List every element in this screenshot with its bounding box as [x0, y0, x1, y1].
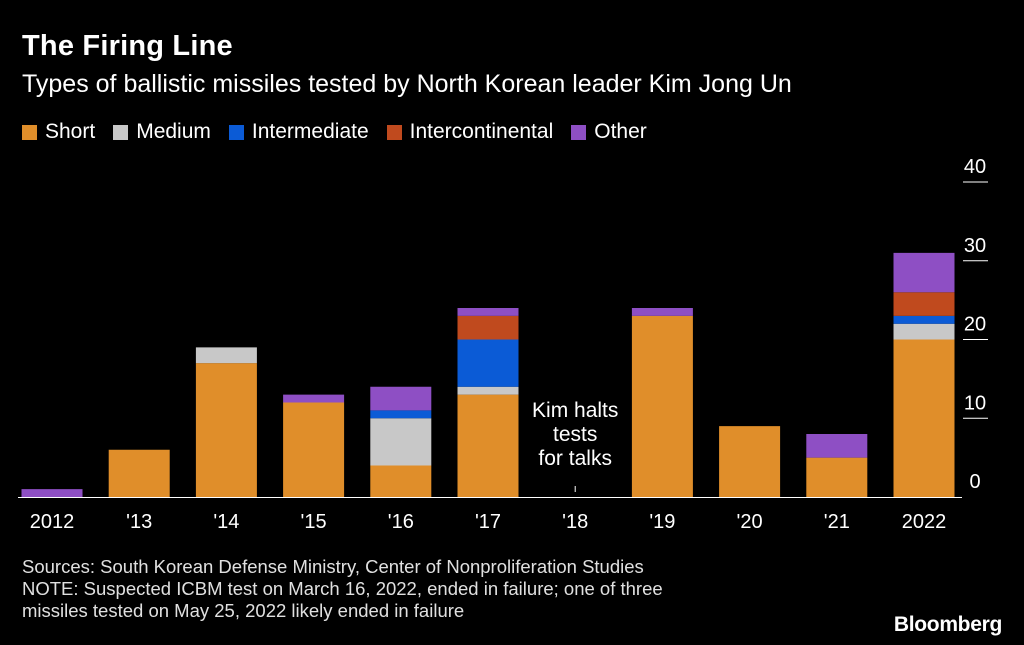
- bar-intermediate-4: [370, 410, 432, 419]
- legend-item-intermediate: Intermediate: [228, 120, 369, 144]
- legend-item-other: Other: [571, 120, 647, 144]
- bar-short-9: [806, 457, 868, 497]
- bar-other-4: [370, 386, 432, 411]
- legend-item-short: Short: [22, 120, 95, 144]
- x-tick-label-5: '17: [475, 511, 501, 533]
- legend-label-intermediate: Intermediate: [251, 120, 369, 143]
- legend-label-medium: Medium: [136, 120, 211, 143]
- bar-medium-2: [195, 347, 257, 364]
- bar-short-5: [457, 394, 519, 497]
- y-tick-label-0: 0: [969, 471, 980, 493]
- bar-short-7: [631, 315, 693, 497]
- x-tick-label-7: '19: [649, 511, 675, 533]
- x-tick-label-1: '13: [126, 511, 152, 533]
- bar-other-7: [631, 308, 693, 316]
- note-text-line-2: missiles tested on May 25, 2022 likely e…: [22, 600, 465, 621]
- sources-text: Sources: South Korean Defense Ministry, …: [22, 556, 644, 577]
- legend: Short Medium Intermediate Intercontinent…: [22, 120, 665, 144]
- bar-intercontinental-5: [457, 315, 519, 340]
- legend-item-intercontinental: Intercontinental: [386, 120, 554, 144]
- legend-swatch-medium: [113, 124, 129, 140]
- bar-medium-4: [370, 418, 432, 466]
- bar-other-10: [893, 252, 955, 293]
- legend-item-medium: Medium: [113, 120, 211, 144]
- legend-swatch-other: [571, 124, 587, 140]
- bar-short-3: [283, 402, 345, 497]
- x-tick-label-6: '18: [562, 511, 588, 533]
- chart-footer: Sources: South Korean Defense Ministry, …: [22, 556, 663, 622]
- legend-swatch-intermediate: [228, 124, 244, 140]
- bar-other-5: [457, 308, 519, 316]
- legend-swatch-short: [22, 124, 37, 140]
- annotation-line-1: Kim halts: [532, 399, 618, 422]
- annotation-line-3: for talks: [538, 447, 612, 470]
- annotation-line-2: tests: [553, 423, 597, 446]
- bar-short-2: [195, 363, 257, 497]
- bar-short-10: [893, 339, 955, 497]
- bar-short-8: [719, 426, 781, 497]
- legend-swatch-intercontinental: [386, 124, 402, 140]
- x-tick-label-9: '21: [824, 511, 850, 533]
- x-tick-label-3: '15: [301, 511, 327, 533]
- x-tick-label-0: 2012: [30, 511, 75, 533]
- bar-intercontinental-10: [893, 292, 955, 316]
- chart-title: The Firing Line: [22, 30, 233, 62]
- bar-intermediate-10: [893, 315, 955, 324]
- x-tick-label-8: '20: [737, 511, 763, 533]
- chart-subtitle: Types of ballistic missiles tested by No…: [22, 70, 792, 98]
- x-tick-label-2: '14: [213, 511, 239, 533]
- y-tick-label-30: 30: [964, 235, 986, 257]
- x-tick-label-4: '16: [388, 511, 414, 533]
- y-tick-label-20: 20: [964, 314, 986, 336]
- legend-label-intercontinental: Intercontinental: [409, 120, 554, 143]
- x-tick-label-10: 2022: [902, 511, 947, 533]
- note-text-line-1: NOTE: Suspected ICBM test on March 16, 2…: [22, 578, 663, 599]
- bloomberg-logo: Bloomberg: [893, 613, 1002, 636]
- legend-label-short: Short: [45, 120, 96, 143]
- y-tick-label-40: 40: [964, 156, 986, 178]
- legend-label-other: Other: [594, 120, 647, 143]
- bar-medium-10: [893, 323, 955, 340]
- bar-other-3: [283, 394, 345, 403]
- bar-other-9: [806, 434, 868, 458]
- bar-short-1: [108, 449, 170, 497]
- bar-short-4: [370, 465, 432, 497]
- bar-other-0: [21, 489, 83, 497]
- bar-intermediate-5: [457, 339, 519, 387]
- bar-medium-5: [457, 386, 519, 395]
- y-tick-label-10: 10: [964, 392, 986, 414]
